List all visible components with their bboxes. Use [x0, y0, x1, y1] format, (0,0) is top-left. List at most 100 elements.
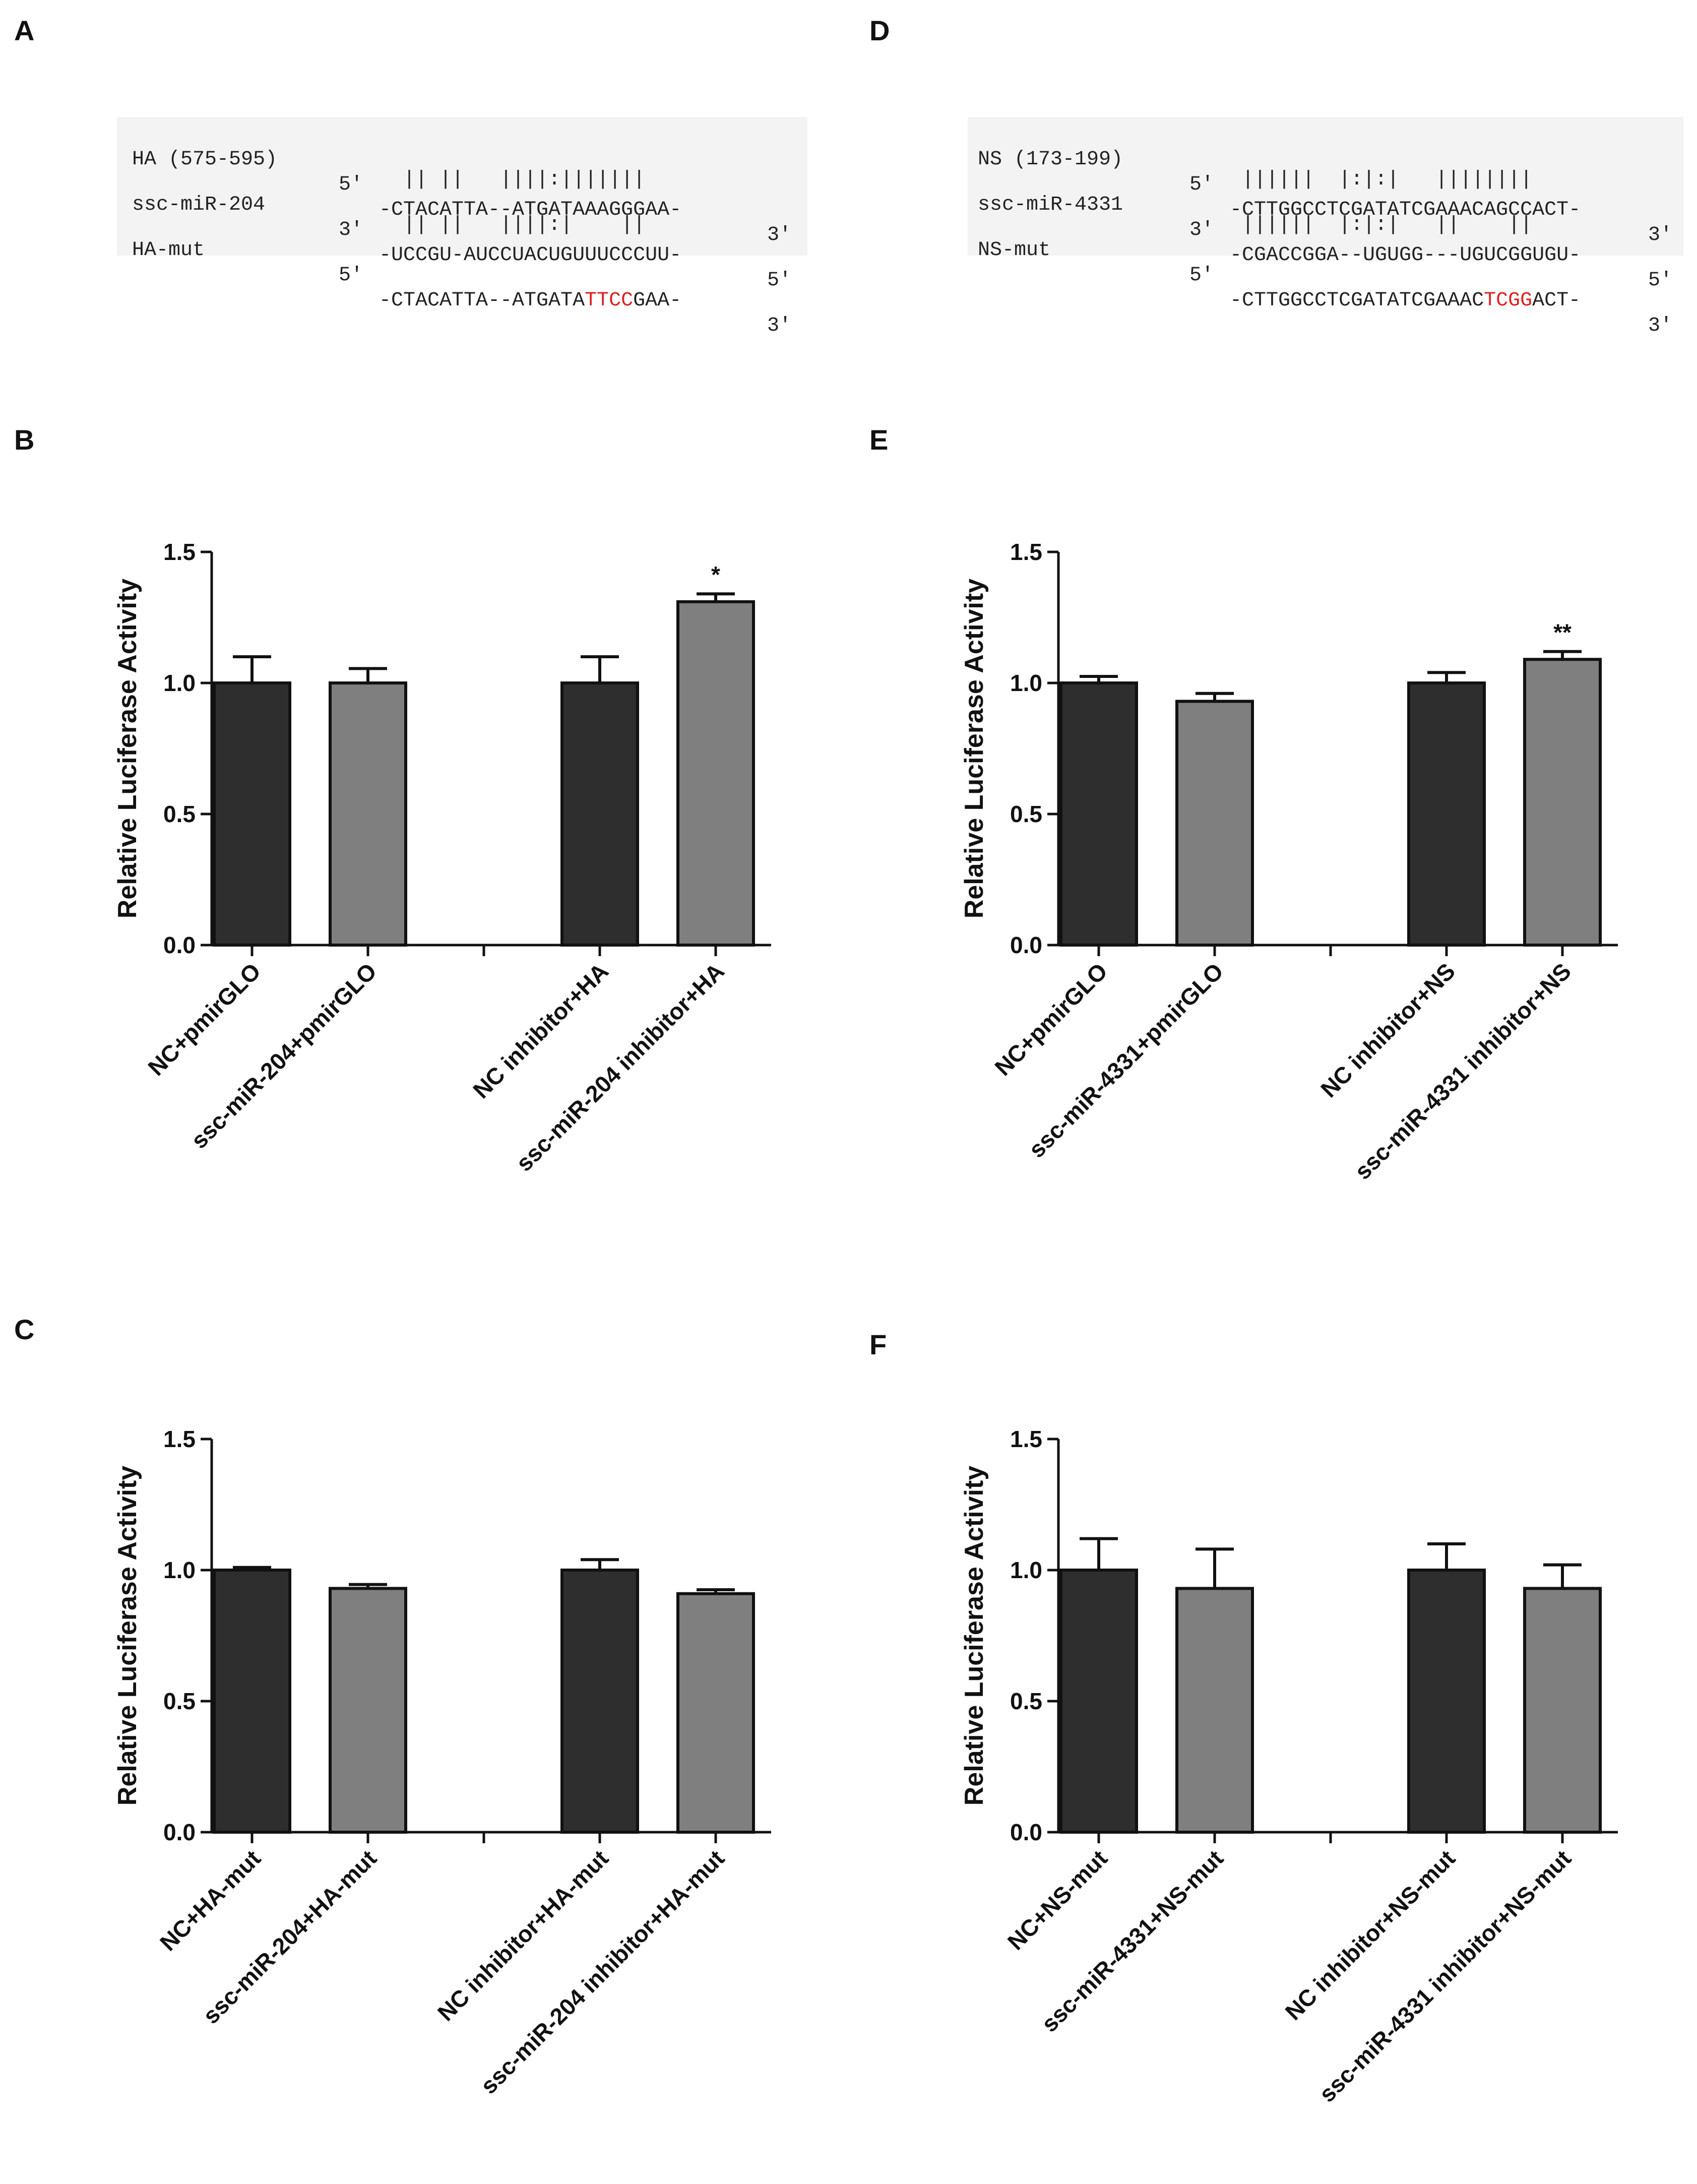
panel-label-f: F	[869, 1329, 887, 1360]
bar	[560, 681, 639, 947]
bar	[329, 1587, 407, 1834]
bar	[1175, 1587, 1254, 1834]
x-tick-label: ssc-miR-204 inhibitor+HA	[511, 958, 730, 1176]
y-axis-label: Relative Luciferase Activity	[960, 1466, 989, 1805]
y-tick-label: 0.0	[1010, 932, 1042, 958]
sequence: -CTTGGCCTCGATATCGAAACAGCCACT-	[1230, 199, 1581, 221]
x-tick-label: ssc-miR-4331 inhibitor+NS	[1349, 958, 1576, 1184]
alignment-row: HA (575-595) 5' -CTACATTA--ATGATAAAGGGAA…	[117, 122, 791, 246]
bar	[676, 600, 755, 947]
alignment-row: NS (173-199) 5' -CTTGGCCTCGATATCGAAACAGC…	[968, 122, 1672, 246]
y-tick-label: 1.5	[1010, 539, 1042, 565]
alignment-d: NS (173-199) 5' -CTTGGCCTCGATATCGAAACAGC…	[968, 117, 1683, 337]
panel-label-b: B	[14, 424, 35, 456]
sequence-end-5: 5'	[1189, 264, 1214, 287]
bar	[1059, 681, 1138, 947]
y-tick-label: 0.5	[1010, 1688, 1042, 1714]
y-tick-label: 1.5	[163, 1426, 196, 1452]
alignment-a: HA (575-595) 5' -CTACATTA--ATGATAAAGGGAA…	[117, 117, 807, 337]
x-tick-label: ssc-miR-204+pmirGLO	[186, 958, 382, 1153]
sequence-end-3: 5'	[1648, 269, 1673, 292]
sequence-suffix: ACT-	[1532, 289, 1581, 312]
chart-f: Relative Luciferase Activity 0.0 0.5 1.0 1.5…	[960, 1426, 1618, 2107]
bar	[676, 1592, 755, 1834]
pairing-row: |||||| |:|:| ||||||||	[968, 142, 1532, 191]
x-tick-label: NC+pmirGLO	[989, 958, 1112, 1081]
bar	[1175, 700, 1254, 947]
sequence-end-3: 3'	[767, 315, 792, 337]
x-tick-label: NC+NS-mut	[1002, 1845, 1112, 1955]
significance-mark: **	[1553, 619, 1572, 646]
y-tick-label: 0.0	[163, 1819, 196, 1845]
y-tick-label: 0.5	[163, 1688, 196, 1714]
y-axis-label: Relative Luciferase Activity	[113, 1466, 142, 1805]
bar	[213, 681, 291, 947]
chart-c: Relative Luciferase Activity 0.0 0.5 1.0 1.5…	[113, 1426, 771, 2099]
bar	[1407, 1569, 1486, 1834]
y-tick-label: 0.0	[1010, 1819, 1042, 1845]
bar	[1407, 681, 1486, 947]
pairing-marks: || || ||||:| ||	[379, 214, 646, 236]
sequence-end-5: 5'	[1189, 173, 1214, 196]
y-tick-label: 1.0	[1010, 1557, 1042, 1583]
sequence-name: ssc-miR-4331	[978, 194, 1123, 216]
y-tick-label: 0.5	[163, 801, 196, 827]
alignment-row: ssc-miR-204 3' -UCCGU-AUCCUACUGUUUCCCUU-…	[117, 167, 791, 292]
y-tick-label: 1.0	[163, 1557, 196, 1583]
sequence-suffix: GAA-	[633, 289, 682, 312]
sequence-prefix: -CTTGGCCTCGATATCGAAAC	[1230, 289, 1484, 312]
y-axis-label: Relative Luciferase Activity	[113, 579, 142, 918]
sequence-name: HA-mut	[132, 239, 205, 262]
sequence-end-5: 3'	[339, 219, 363, 241]
sequence-prefix: -CTACATTA--ATGATA	[379, 289, 585, 312]
mutant-sequence: -CTTGGCCTCGATATCGAAACTCGGACT-	[1230, 288, 1581, 314]
x-tick-label: NC+HA-mut	[155, 1845, 266, 1956]
sequence: -CTACATTA--ATGATAAAGGGAA-	[379, 199, 682, 221]
sequence: -CGACCGGA--UGUGG---UGUCGGUGU-	[1230, 244, 1581, 267]
bar	[1523, 658, 1602, 947]
x-tick-label: ssc-miR-4331+pmirGLO	[1024, 958, 1228, 1162]
y-tick-label: 0.5	[1010, 801, 1042, 827]
sequence-end-5: 5'	[339, 264, 363, 287]
mutated-bases: TCGG	[1484, 289, 1533, 312]
pairing-marks: |||||| |:|:| ||||||||	[1230, 168, 1533, 191]
bar	[560, 1569, 639, 1834]
alignment-row: NS-mut 5' -CTTGGCCTCGATATCGAAACTCGGACT- …	[968, 213, 1672, 337]
x-tick-label: ssc-miR-4331 inhibitor+NS-mut	[1314, 1845, 1576, 2107]
sequence-end-5: 5'	[339, 173, 363, 196]
sequence-end-3: 3'	[1648, 224, 1673, 246]
pairing-marks: || || ||||:|||||||	[379, 168, 646, 191]
alignment-row: HA-mut 5' -CTACATTA--ATGATATTCCGAA- 3'	[117, 213, 791, 337]
panel-label-a: A	[14, 15, 35, 46]
bar	[1523, 1587, 1602, 1834]
pairing-row: || || ||||:| ||	[117, 188, 645, 236]
sequence-end-3: 5'	[767, 269, 792, 292]
chart-e: Relative Luciferase Activity 0.0 0.5 1.0 1.5…	[960, 539, 1618, 1184]
sequence: -UCCGU-AUCCUACUGUUUCCCUU-	[379, 244, 682, 267]
mutant-sequence: -CTACATTA--ATGATATTCCGAA-	[379, 288, 681, 314]
panel-label-e: E	[869, 424, 889, 456]
sequence-end-3: 3'	[767, 224, 792, 246]
pairing-marks: |||||| |:|:| || ||	[1230, 214, 1533, 236]
y-tick-label: 1.0	[163, 670, 196, 696]
y-tick-label: 1.5	[1010, 1426, 1042, 1452]
x-tick-label: NC+pmirGLO	[143, 958, 266, 1081]
sequence-name: ssc-miR-204	[132, 194, 266, 216]
sequence-end-3: 3'	[1648, 315, 1673, 337]
sequence-name: NS-mut	[978, 239, 1051, 262]
pairing-row: || || ||||:|||||||	[117, 142, 645, 191]
sequence-end-5: 3'	[1189, 219, 1214, 241]
alignment-row: ssc-miR-4331 3' -CGACCGGA--UGUGG---UGUCG…	[968, 167, 1672, 292]
panel-label-d: D	[869, 15, 890, 46]
chart-b: Relative Luciferase Activity 0.0 0.5 1.0 1.5…	[113, 539, 771, 1176]
sequence-name: NS (173-199)	[978, 148, 1123, 171]
bar	[329, 681, 407, 947]
pairing-row: |||||| |:|:| || ||	[968, 188, 1532, 236]
panel-label-c: C	[14, 1314, 35, 1345]
sequence-name: HA (575-595)	[132, 148, 278, 171]
mutated-bases: TTCC	[585, 289, 634, 312]
y-axis-label: Relative Luciferase Activity	[960, 579, 989, 918]
x-tick-label: ssc-miR-204 inhibitor+HA-mut	[475, 1845, 729, 2099]
significance-mark: *	[711, 561, 720, 588]
y-tick-label: 1.5	[163, 539, 196, 565]
